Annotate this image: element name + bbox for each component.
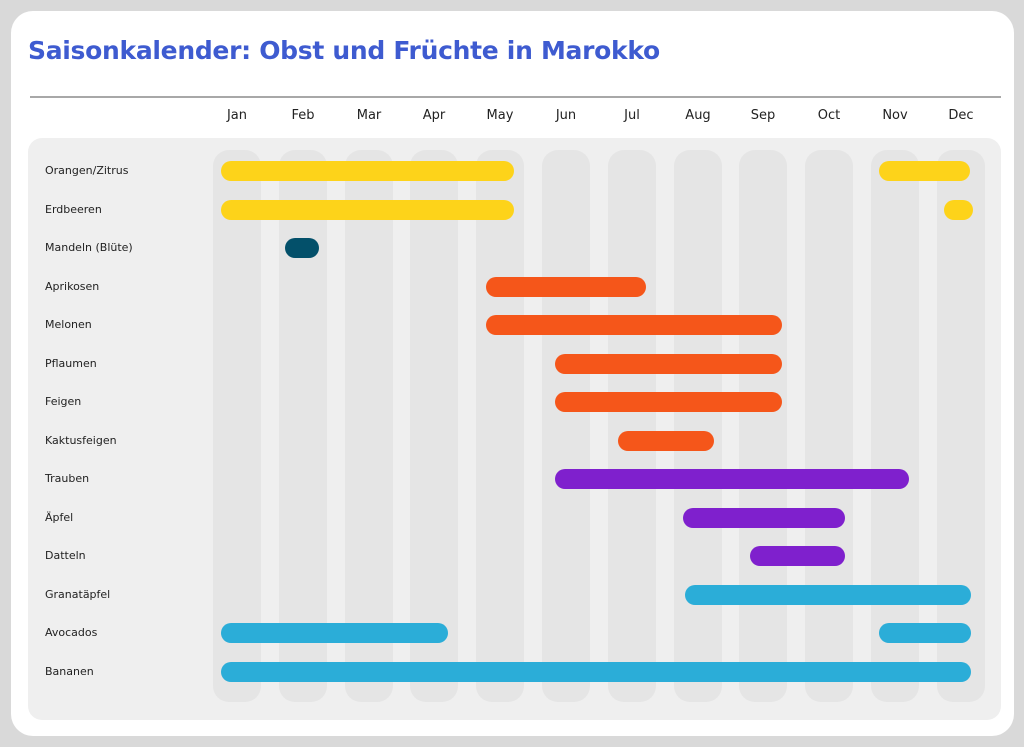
month-label: Aug (685, 108, 711, 123)
season-bar (221, 161, 514, 181)
season-bar (879, 623, 971, 643)
month-label: Mar (356, 108, 382, 123)
row-label: Erdbeeren (45, 202, 102, 216)
month-column (805, 150, 853, 702)
row-label: Äpfel (45, 510, 74, 524)
month-column (871, 150, 919, 702)
month-column (674, 150, 722, 702)
season-bar (555, 392, 782, 412)
month-label: Dec (948, 108, 974, 123)
row-label: Trauben (45, 472, 90, 485)
title-divider (30, 96, 1001, 98)
month-column (279, 150, 327, 702)
season-bar (555, 469, 909, 489)
month-label: Nov (882, 108, 908, 123)
month-column (739, 150, 787, 702)
season-bar (685, 584, 971, 605)
row-label: Kaktusfeigen (45, 433, 117, 447)
season-bar (221, 199, 514, 220)
row-label: Aprikosen (45, 279, 100, 293)
month-label: Apr (422, 108, 446, 123)
season-bar (486, 276, 646, 297)
month-column (213, 150, 261, 702)
season-bar (221, 661, 971, 682)
month-label: Jun (555, 108, 577, 123)
season-bar (879, 161, 970, 181)
row-label: Pflaumen (45, 356, 97, 370)
season-bar (618, 430, 714, 451)
row-label: Melonen (45, 318, 92, 331)
chart-title: Saisonkalender: Obst und Früchte in Maro… (28, 36, 660, 65)
month-label: Feb (291, 108, 315, 123)
season-bar (486, 315, 782, 335)
month-label: Jul (624, 108, 640, 123)
row-label: Feigen (45, 395, 82, 408)
row-label: Mandeln (Blüte) (45, 241, 133, 254)
season-bar (285, 238, 319, 258)
month-column (410, 150, 458, 702)
month-column (937, 150, 985, 702)
row-label: Avocados (45, 626, 98, 639)
row-label: Bananen (45, 664, 94, 678)
row-label: Orangen/Zitrus (45, 164, 129, 177)
row-label: Datteln (45, 549, 86, 562)
month-column (608, 150, 656, 702)
row-label: Granatäpfel (45, 587, 111, 601)
month-column (476, 150, 524, 702)
month-column (345, 150, 393, 702)
season-bar (221, 623, 448, 643)
month-label: May (486, 108, 514, 123)
season-bar (944, 199, 973, 220)
month-label: Jan (226, 108, 248, 123)
month-label: Oct (817, 108, 841, 123)
month-label: Sep (750, 108, 776, 123)
season-bar (555, 353, 782, 374)
season-bar (750, 546, 845, 566)
month-column (542, 150, 590, 702)
season-bar (683, 507, 845, 528)
